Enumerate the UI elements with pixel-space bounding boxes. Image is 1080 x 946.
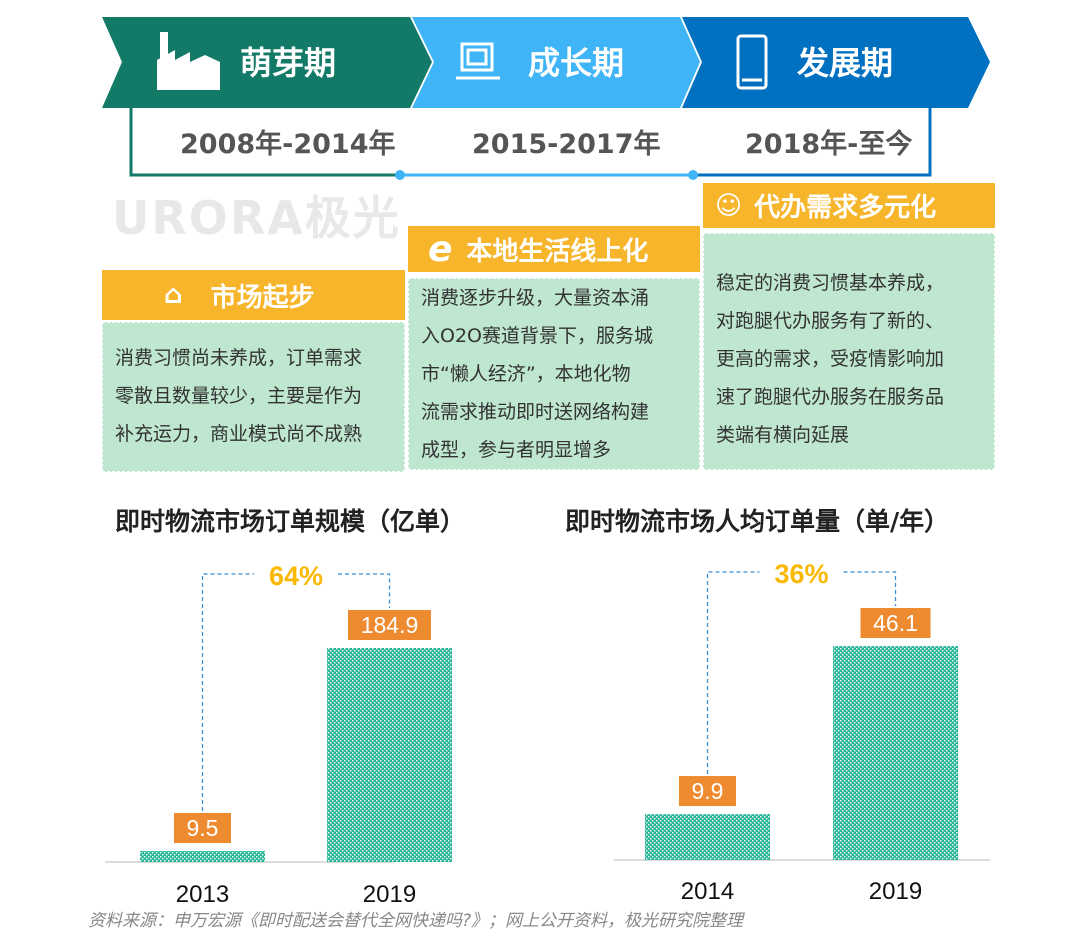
- internet-explorer-icon: e: [428, 228, 453, 270]
- card-line: 消费逐步升级，大量资本涌: [421, 287, 650, 309]
- timeline-dot: [688, 170, 698, 180]
- laptop-icon: [456, 42, 500, 80]
- timeline-frame-left: [129, 108, 400, 177]
- data-label: 9.5: [187, 815, 219, 841]
- factory-icon: [157, 32, 220, 90]
- x-tick-label: 2019: [869, 878, 922, 905]
- chart-title: 即时物流市场订单规模（亿单）: [115, 507, 466, 536]
- card-body: 稳定的消费习惯基本养成， 对跑腿代办服务有了新的、 更高的需求，受疫情影响加 速…: [703, 233, 995, 470]
- card-header: ☺ 代办需求多元化: [703, 183, 995, 228]
- data-label-box: [860, 608, 931, 638]
- data-label-box: [679, 776, 736, 807]
- watermark: URORA极光: [112, 191, 401, 245]
- card-line: 更高的需求，受疫情影响加: [716, 348, 945, 370]
- card-line: 零散且数量较少，主要是作为: [115, 385, 363, 407]
- card-header: ⌂ 市场起步: [102, 270, 405, 320]
- timeline-banner: [102, 17, 990, 180]
- card-line: 消费习惯尚未养成，订单需求: [115, 347, 363, 369]
- growth-bracket: [338, 573, 391, 608]
- bar-2014: [645, 814, 770, 860]
- bar-2019: [327, 648, 452, 862]
- ai-head-icon: ☺: [715, 190, 743, 221]
- chart-title: 即时物流市场人均订单量（单/年）: [565, 507, 950, 536]
- stage-years: 2015-2017年: [472, 129, 661, 160]
- card-title: 市场起步: [210, 282, 315, 313]
- growth-bracket: [843, 571, 897, 606]
- growth-bracket: [706, 571, 760, 775]
- data-label-box: [174, 813, 231, 844]
- data-label: 9.9: [692, 778, 724, 804]
- growth-label: 36%: [774, 559, 828, 589]
- card-title: 代办需求多元化: [754, 193, 937, 223]
- card-line: 成型，参与者明显增多: [421, 439, 612, 461]
- x-tick-label: 2013: [176, 881, 229, 908]
- data-label: 184.9: [361, 612, 419, 638]
- stage-arrow-3: [682, 17, 990, 108]
- warehouse-icon: ⌂: [164, 280, 183, 310]
- card-line: 入O2O赛道背景下，服务城: [421, 325, 653, 347]
- card-header: e 本地生活线上化: [408, 226, 700, 272]
- stage-label: 萌芽期: [240, 44, 337, 82]
- data-label-box: [348, 610, 431, 640]
- x-tick-label: 2014: [681, 878, 734, 905]
- card-line: 对跑腿代办服务有了新的、: [716, 310, 945, 332]
- timeline-dot: [395, 170, 405, 180]
- card-line: 类端有横向延展: [716, 424, 850, 446]
- stage-label: 发展期: [797, 44, 894, 82]
- card-title: 本地生活线上化: [466, 236, 649, 267]
- stage-years: 2008年-2014年: [180, 129, 396, 160]
- data-label: 46.1: [873, 610, 918, 636]
- card-line: 补充运力，商业模式尚不成熟: [115, 423, 363, 445]
- timeline-frame-right: [693, 108, 932, 177]
- card-body: 消费逐步升级，大量资本涌 入O2O赛道背景下，服务城 市“懒人经济”，本地化物 …: [408, 278, 700, 470]
- card-line: 流需求推动即时送网络构建: [421, 401, 650, 423]
- bar-2019: [833, 646, 958, 860]
- bar-2013: [140, 851, 265, 862]
- stage-years: 2018年-至今: [745, 129, 913, 160]
- x-tick-label: 2019: [363, 881, 416, 908]
- growth-bracket: [201, 573, 254, 812]
- card-line: 稳定的消费习惯基本养成，: [716, 272, 945, 294]
- stage-label: 成长期: [528, 44, 625, 82]
- card-line: 市“懒人经济”，本地化物: [421, 363, 631, 385]
- smartphone-icon: [736, 34, 768, 90]
- growth-label: 64%: [269, 561, 323, 591]
- source-note: 资料来源：申万宏源《即时配送会替代全网快递吗?》；网上公开资料，极光研究院整理: [88, 911, 744, 931]
- card-line: 速了跑腿代办服务在服务品: [716, 386, 945, 408]
- stage-arrow-2: [412, 17, 700, 108]
- card-body: 消费习惯尚未养成，订单需求 零散且数量较少，主要是作为 补充运力，商业模式尚不成…: [102, 322, 405, 472]
